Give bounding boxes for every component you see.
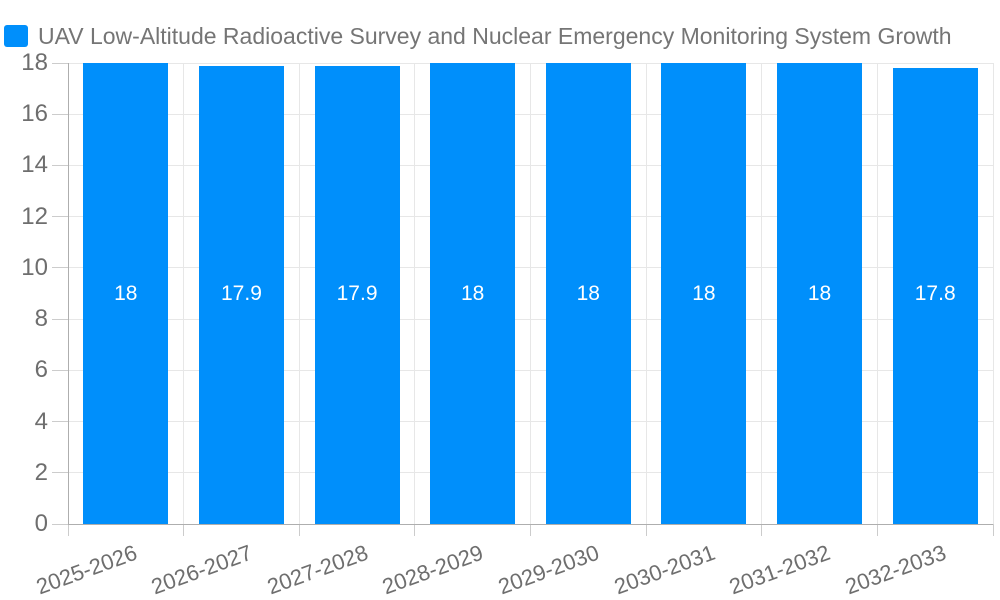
x-axis-label: 2031-2032: [726, 539, 834, 600]
x-gridline: [298, 63, 300, 524]
x-axis-line: [68, 523, 993, 525]
x-gridline: [876, 63, 878, 524]
x-gridline: [183, 63, 185, 524]
y-axis-tick: [52, 523, 68, 525]
x-axis-label: 2029-2030: [494, 539, 603, 600]
x-gridline: [992, 63, 994, 524]
bar[interactable]: [83, 63, 169, 524]
x-axis-tick: [992, 524, 994, 536]
bar-value-label: 17.9: [336, 281, 378, 305]
bar-value-label: 18: [461, 281, 485, 305]
chart-legend-item[interactable]: UAV Low-Altitude Radioactive Survey and …: [4, 24, 952, 48]
y-axis-label: 4: [34, 407, 48, 435]
y-axis-label: 12: [21, 202, 48, 230]
bar-value-label: 17.8: [914, 281, 956, 305]
x-axis-tick: [761, 524, 763, 536]
x-axis-tick: [67, 524, 69, 536]
y-axis-label: 18: [21, 49, 48, 76]
y-axis-label: 6: [34, 356, 48, 384]
y-axis-line: [67, 63, 69, 524]
bar-value-label: 18: [576, 281, 600, 305]
x-gridline: [530, 63, 531, 524]
y-axis-tick: [52, 164, 68, 166]
x-axis-tick: [298, 524, 300, 536]
x-axis-tick: [414, 524, 416, 536]
y-axis-label: 14: [21, 151, 48, 179]
x-axis-label: 2030-2031: [610, 539, 719, 600]
bar[interactable]: [661, 63, 747, 524]
x-gridline: [645, 63, 647, 524]
x-axis-label: 2025-2026: [32, 539, 140, 600]
y-axis-tick: [52, 216, 68, 218]
y-axis-label: 10: [21, 253, 48, 281]
bar[interactable]: [198, 65, 284, 524]
legend-label: UAV Low-Altitude Radioactive Survey and …: [38, 23, 952, 49]
x-axis-tick: [876, 524, 878, 536]
y-axis-tick: [52, 369, 68, 371]
bar-value-label: 18: [807, 281, 832, 305]
bar-value-label: 18: [692, 281, 716, 305]
bar-value-label: 18: [114, 281, 138, 305]
y-axis-tick: [52, 113, 68, 115]
x-axis-tick: [530, 524, 531, 536]
bar[interactable]: [430, 63, 516, 524]
x-axis-label: 2027-2028: [263, 539, 372, 600]
bar[interactable]: [545, 63, 631, 524]
x-axis-label: 2032-2033: [841, 539, 950, 600]
y-axis-tick: [52, 421, 68, 423]
y-axis-label: 8: [34, 305, 48, 333]
y-axis-tick: [52, 267, 68, 269]
y-axis-tick: [52, 472, 68, 474]
x-axis-label: 2028-2029: [379, 539, 487, 600]
x-axis-tick: [645, 524, 647, 536]
bar[interactable]: [892, 68, 978, 524]
bar[interactable]: [314, 65, 400, 524]
bar-value-label: 17.9: [221, 281, 262, 305]
y-axis-tick: [52, 62, 68, 64]
x-gridline: [761, 63, 763, 524]
y-axis-tick: [52, 318, 68, 320]
legend-swatch-icon: [4, 25, 28, 47]
x-gridline: [414, 63, 416, 524]
x-axis-tick: [183, 524, 185, 536]
x-axis-label: 2026-2027: [148, 539, 256, 600]
y-axis-label: 16: [21, 100, 48, 128]
y-axis-label: 2: [34, 458, 48, 486]
y-axis-label: 0: [34, 510, 48, 537]
bar[interactable]: [777, 63, 863, 524]
